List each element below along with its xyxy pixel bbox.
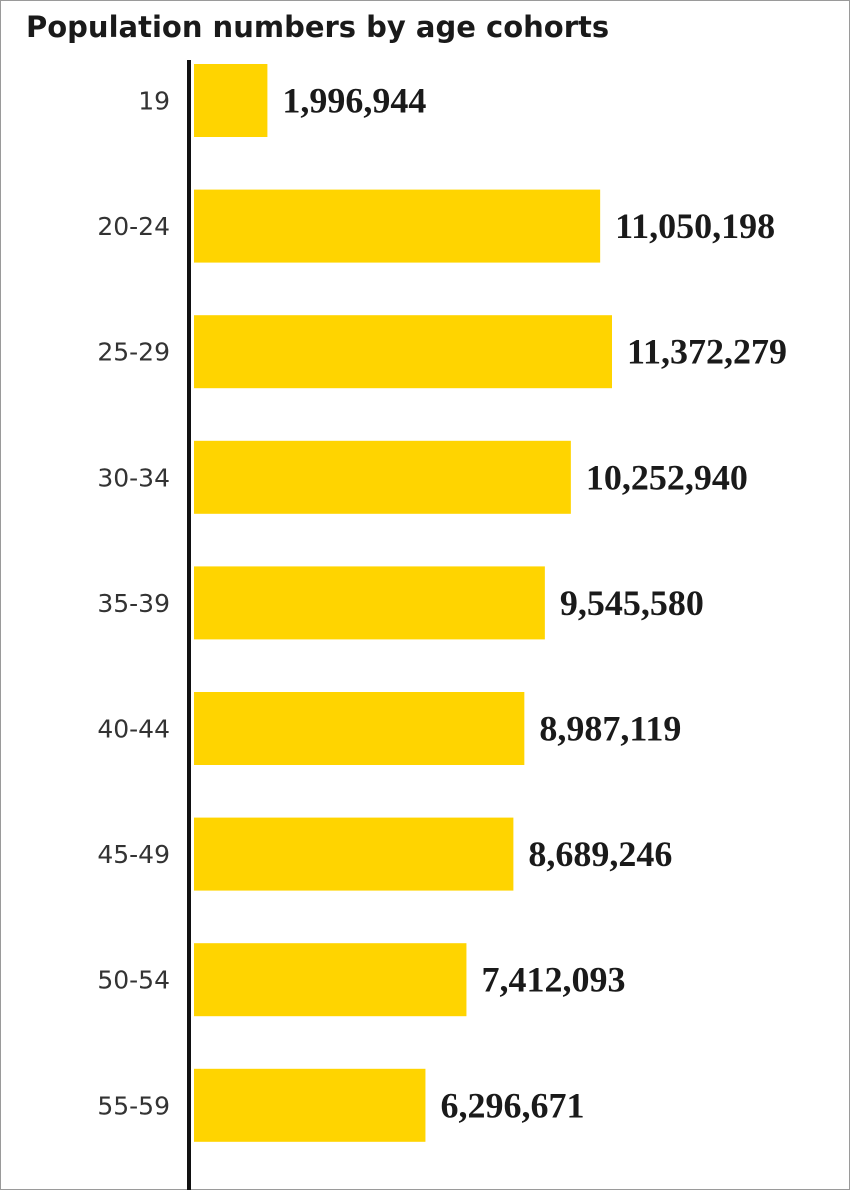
bar-35-39 xyxy=(194,566,545,640)
category-label: 30-34 xyxy=(97,463,170,492)
value-label: 7,412,093 xyxy=(481,960,625,1000)
category-label: 45-49 xyxy=(97,840,170,869)
value-label: 10,252,940 xyxy=(586,457,748,497)
value-label: 11,050,198 xyxy=(615,206,775,246)
value-label: 11,372,279 xyxy=(627,332,787,372)
value-label: 1,996,944 xyxy=(282,81,426,121)
value-label: 6,296,671 xyxy=(440,1085,584,1125)
value-label: 8,987,119 xyxy=(539,709,681,749)
value-label: 8,689,246 xyxy=(528,834,672,874)
bar-19 xyxy=(194,64,268,137)
value-label: 9,545,580 xyxy=(560,583,704,623)
category-label: 19 xyxy=(138,87,170,116)
bar-40-44 xyxy=(194,692,525,765)
chart-title: Population numbers by age cohorts xyxy=(26,10,610,44)
bar-30-34 xyxy=(194,440,571,514)
bar-20-24 xyxy=(194,189,601,263)
category-label: 40-44 xyxy=(97,715,170,744)
bar-45-49 xyxy=(194,817,514,891)
category-label: 35-39 xyxy=(97,589,170,618)
category-label: 25-29 xyxy=(97,338,170,367)
category-label: 50-54 xyxy=(97,966,170,995)
bar-55-59 xyxy=(194,1068,426,1142)
bar-25-29 xyxy=(194,315,612,389)
category-label: 55-59 xyxy=(97,1091,170,1120)
bar-50-54 xyxy=(194,943,467,1017)
category-label: 20-24 xyxy=(97,212,170,241)
